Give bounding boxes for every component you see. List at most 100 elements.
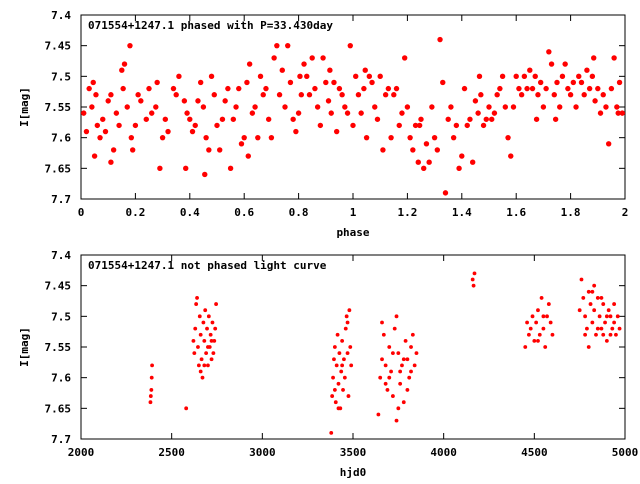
bottom-data-point	[601, 302, 606, 306]
bottom-data-point	[615, 314, 620, 319]
top-data-point	[108, 159, 114, 165]
bottom-y-tick-label: 7.7	[51, 433, 71, 446]
bottom-data-point	[586, 345, 591, 349]
top-data-point	[616, 79, 623, 86]
bottom-data-point	[532, 338, 537, 343]
bottom-data-point	[197, 314, 202, 319]
top-data-point	[418, 116, 424, 122]
top-x-tick-label: 0.6	[234, 206, 254, 219]
top-panel: 0 0.2 0.4 0.6 0.8 1 1.2 1.4 1.6 1.8 2 7.4 7.45 7.5 7.5…	[18, 9, 628, 239]
top-y-axis-title: I[mag]	[18, 87, 31, 127]
top-data-point	[461, 85, 468, 92]
top-data-point	[565, 85, 571, 92]
top-data-point	[176, 73, 182, 80]
top-data-point	[214, 122, 220, 129]
top-data-point	[529, 85, 536, 92]
top-data-point	[497, 85, 503, 92]
top-data-point	[416, 122, 423, 129]
bottom-data-point	[603, 320, 607, 325]
top-data-point	[472, 98, 479, 104]
top-x-axis-title: phase	[336, 226, 369, 239]
top-data-point	[521, 73, 528, 80]
top-data-point	[89, 104, 95, 110]
bottom-data-point	[599, 296, 604, 300]
bottom-data-point	[342, 357, 346, 362]
top-data-point	[358, 110, 364, 116]
top-data-point	[263, 85, 269, 92]
bottom-data-point	[204, 351, 209, 356]
top-data-point	[478, 92, 484, 98]
bottom-data-point	[194, 302, 199, 306]
top-data-point	[513, 73, 519, 80]
top-x-tick-label: 0.8	[289, 206, 309, 219]
bottom-data-point	[410, 332, 415, 337]
top-data-point	[347, 42, 353, 49]
bottom-data-point	[608, 314, 613, 319]
top-data-point	[535, 92, 541, 98]
top-data-point	[327, 67, 333, 73]
top-data-point	[611, 55, 617, 61]
top-data-point	[429, 104, 435, 110]
bottom-data-point	[348, 345, 353, 349]
bottom-data-point	[595, 296, 600, 300]
top-data-point	[149, 110, 155, 116]
bottom-data-point	[401, 400, 406, 405]
top-data-point	[578, 79, 585, 86]
top-data-point	[304, 73, 310, 80]
bottom-data-point	[344, 314, 349, 319]
top-data-point	[297, 73, 303, 80]
top-data-point	[135, 92, 141, 98]
top-data-point	[518, 92, 525, 98]
top-data-point	[336, 85, 343, 92]
top-data-point	[385, 85, 392, 92]
top-data-point	[328, 110, 334, 116]
bottom-panel: 2000 2500 3000 3500 4000 4500 5000 7.4 7.45 7.5 7.…	[18, 249, 638, 479]
top-data-point	[157, 165, 163, 172]
top-data-point	[279, 67, 285, 73]
bottom-data-point	[405, 388, 410, 392]
top-data-point	[527, 67, 533, 73]
top-data-point	[271, 55, 277, 61]
bottom-data-point	[331, 375, 335, 380]
top-data-point	[170, 85, 177, 92]
bottom-data-point	[590, 289, 595, 294]
bottom-data-point	[148, 400, 153, 405]
top-x-tick-label: 1.4	[452, 206, 472, 219]
top-data-point	[227, 165, 234, 172]
bottom-x-tick-label: 3000	[249, 446, 276, 459]
top-data-point	[301, 61, 307, 67]
top-data-point	[548, 61, 555, 67]
top-data-point	[453, 122, 460, 129]
top-data-point	[108, 92, 114, 98]
top-data-point	[431, 134, 438, 141]
top-data-point	[200, 104, 207, 110]
bottom-data-point	[387, 375, 392, 380]
top-data-point	[159, 134, 166, 141]
bottom-data-point	[332, 345, 337, 349]
bottom-data-point	[536, 308, 540, 313]
bottom-data-point	[192, 351, 197, 356]
top-data-point	[551, 92, 557, 98]
top-x-tick-label: 1.8	[561, 206, 581, 219]
bottom-data-point	[617, 326, 622, 331]
top-data-point	[540, 104, 547, 110]
top-data-point	[508, 153, 514, 159]
top-data-point	[361, 85, 367, 92]
bottom-data-point	[349, 363, 354, 368]
bottom-data-point	[471, 283, 476, 288]
top-data-point	[90, 79, 96, 86]
top-data-point	[246, 61, 253, 67]
bottom-data-point	[546, 302, 551, 306]
bottom-data-point	[332, 357, 336, 362]
top-data-point	[257, 73, 264, 80]
top-data-point	[100, 116, 106, 122]
bottom-y-tick-label: 7.65	[45, 402, 72, 415]
top-chart-title: 071554+1247.1 phased with P=33.430day	[88, 19, 333, 32]
top-data-point	[380, 147, 386, 153]
bottom-data-point	[336, 406, 341, 411]
top-data-point	[320, 55, 326, 61]
top-data-point	[410, 147, 416, 153]
top-data-point	[459, 153, 465, 159]
bottom-chart-title: 071554+1247.1 not phased light curve	[88, 259, 327, 272]
bottom-data-point	[206, 345, 210, 349]
